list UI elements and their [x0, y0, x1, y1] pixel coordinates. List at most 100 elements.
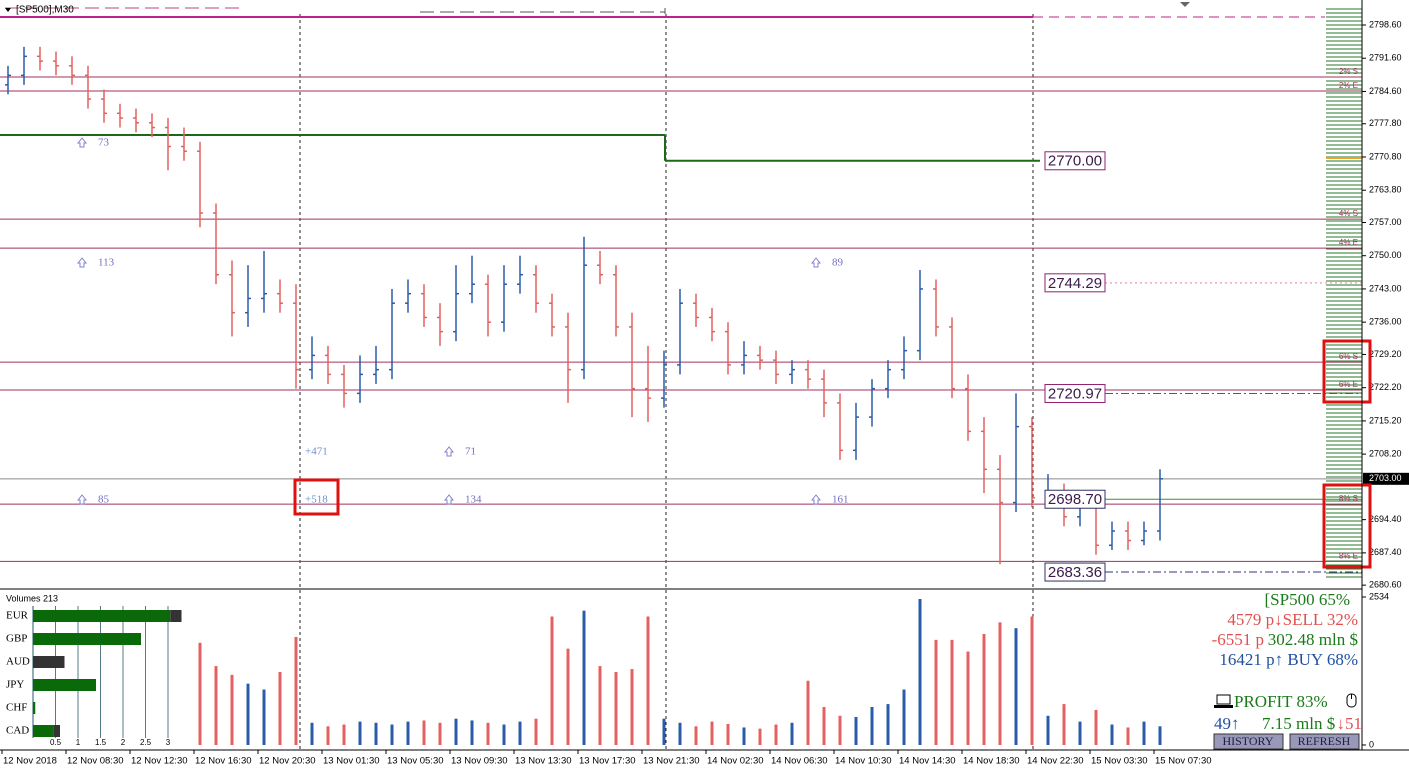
up-arrow-icon	[76, 137, 88, 148]
volume-bar	[470, 720, 474, 745]
level-label: 2744.29	[1048, 275, 1102, 292]
volume-bar	[1110, 724, 1114, 745]
up-arrow-icon	[76, 494, 88, 505]
volume-bar	[534, 718, 538, 745]
y-tick-label: 2687.40	[1369, 547, 1402, 557]
volume-bar	[390, 724, 394, 745]
volume-bar	[1126, 727, 1130, 745]
volume-bar	[582, 610, 586, 745]
volume-bar	[614, 671, 618, 745]
currency-label: AUD	[6, 656, 30, 668]
volume-bar	[422, 720, 426, 745]
time-label: 12 Nov 12:30	[131, 756, 188, 767]
pips-stat: -6551 p	[1212, 630, 1264, 649]
annotation: +518	[305, 494, 328, 506]
last-price-box	[1363, 472, 1409, 485]
time-label: 14 Nov 10:30	[835, 756, 892, 767]
menu-triangle[interactable]	[5, 8, 11, 12]
zone-label: 2% E	[1339, 81, 1358, 90]
volume-bar	[310, 722, 314, 745]
volume-bar	[342, 724, 346, 745]
time-label: 12 Nov 2018	[3, 756, 57, 767]
volume-bar	[230, 674, 234, 745]
volume-bar	[438, 722, 442, 745]
volume-bar	[982, 634, 986, 745]
highlight-frame	[1322, 339, 1372, 404]
volume-bar	[726, 723, 730, 745]
time-label: 12 Nov 16:30	[195, 756, 252, 767]
volume-bar	[822, 707, 826, 745]
buy-stat: 16421 p↑ BUY 68%	[1219, 650, 1358, 669]
symbol-stat: [SP500 65%	[1265, 590, 1350, 609]
volume-bar	[374, 722, 378, 745]
strength-tick-label: 1	[76, 738, 81, 747]
annotation: 113	[98, 257, 115, 269]
volume-bar	[886, 704, 890, 745]
volume-bar	[758, 728, 762, 745]
volume-bar	[790, 722, 794, 745]
volume-bar	[662, 718, 666, 745]
y-tick-label: 2715.20	[1369, 415, 1402, 425]
level-label: 2770.00	[1048, 153, 1102, 170]
time-label: 14 Nov 18:30	[963, 756, 1020, 767]
y-tick-label: 2770.80	[1369, 151, 1402, 161]
level-label-box	[1044, 273, 1106, 293]
volume-bar	[870, 707, 874, 745]
mouse-icon	[1346, 693, 1357, 708]
strength-tick-label: 2	[121, 738, 126, 747]
last-price-label: 2703.00	[1369, 473, 1402, 483]
volume-bar	[838, 715, 842, 745]
strength-bar	[33, 702, 36, 714]
time-label: 14 Nov 22:30	[1027, 756, 1084, 767]
y-tick-label: 2729.20	[1369, 349, 1402, 359]
annotation: 85	[98, 494, 110, 506]
volume-bar	[966, 651, 970, 745]
y-tick-label: 2680.60	[1369, 580, 1402, 590]
history-label[interactable]: HISTORY	[1222, 734, 1273, 748]
y-tick-label: 2743.00	[1369, 283, 1402, 293]
refresh-button[interactable]	[1289, 733, 1360, 750]
currency-label: GBP	[6, 633, 27, 645]
volume-bar	[566, 648, 570, 745]
volume-tick-label: 0	[1369, 739, 1374, 749]
volume-bar	[678, 722, 682, 745]
down-count: ↓51	[1337, 714, 1363, 733]
volume-bar	[406, 721, 410, 745]
annotation: 89	[832, 257, 844, 269]
time-label: 14 Nov 14:30	[899, 756, 956, 767]
currency-label: JPY	[6, 679, 24, 691]
strength-bar	[33, 610, 171, 622]
time-label: 13 Nov 09:30	[451, 756, 508, 767]
volume-bar	[1142, 721, 1146, 745]
volume-bar	[1030, 616, 1034, 745]
y-tick-label: 2763.80	[1369, 185, 1402, 195]
up-count: 49↑	[1214, 714, 1240, 733]
volume-bar	[1046, 715, 1050, 745]
volume-bar	[918, 598, 922, 745]
strength-bar	[33, 679, 96, 691]
volume-bar	[214, 666, 218, 745]
volume-bar	[742, 727, 746, 745]
volume-bar	[326, 726, 330, 745]
volume-bar	[262, 689, 266, 745]
y-tick-label: 2777.80	[1369, 118, 1402, 128]
time-label: 13 Nov 13:30	[515, 756, 572, 767]
zone-label: 6% S	[1339, 352, 1358, 361]
level-label: 2683.36	[1048, 564, 1102, 581]
volume-bar	[1078, 721, 1082, 745]
highlight-frame	[1322, 483, 1372, 569]
refresh-label[interactable]: REFRESH	[1298, 734, 1351, 748]
volume-bar	[854, 716, 858, 745]
volume-bar	[630, 669, 634, 745]
volume-bar	[902, 689, 906, 745]
highlight-frame	[293, 478, 340, 516]
strength-tick-label: 3	[166, 738, 171, 747]
y-tick-label: 2750.00	[1369, 250, 1402, 260]
history-button[interactable]	[1213, 733, 1284, 750]
chart-title: [SP500],M30	[16, 5, 74, 16]
volume-bar	[294, 636, 298, 745]
volume-bar	[550, 616, 554, 745]
annotation: 134	[465, 494, 482, 506]
volume-bar	[246, 683, 250, 745]
